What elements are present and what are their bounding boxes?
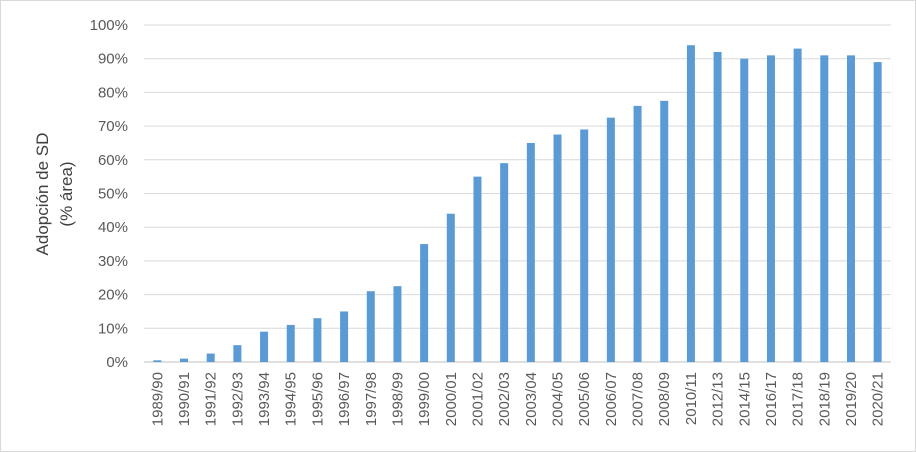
x-tick-label: 1995/96 bbox=[309, 372, 326, 426]
bar bbox=[180, 358, 189, 362]
x-tick-labels: 1989/90 1990/91 1991/92 1992/93 1993/94 1994/… bbox=[149, 372, 886, 426]
bar bbox=[366, 291, 375, 362]
bar bbox=[500, 163, 509, 362]
x-tick-label: 2000/01 bbox=[443, 372, 460, 426]
bar bbox=[873, 62, 882, 362]
x-tick-label: 2006/07 bbox=[603, 372, 620, 426]
gridlines bbox=[144, 24, 891, 363]
bar bbox=[660, 100, 669, 362]
x-tick-label: 2001/02 bbox=[469, 372, 486, 426]
bar bbox=[606, 117, 615, 362]
bar bbox=[740, 58, 749, 362]
x-tick-label: 2018/19 bbox=[816, 372, 833, 426]
x-tick-label: 1991/92 bbox=[203, 372, 220, 426]
bar bbox=[206, 353, 215, 362]
x-tick-label: 2017/18 bbox=[790, 372, 807, 426]
y-tick-label: 60% bbox=[98, 152, 128, 169]
y-tick-label: 90% bbox=[98, 51, 128, 68]
bar bbox=[393, 286, 402, 362]
bar bbox=[446, 213, 455, 362]
x-tick-label: 2010/11 bbox=[683, 372, 700, 425]
bar bbox=[153, 360, 162, 362]
bar bbox=[260, 331, 269, 362]
x-tick-label: 2003/04 bbox=[523, 372, 540, 426]
bar bbox=[553, 134, 562, 362]
x-tick-label: 2004/05 bbox=[550, 372, 567, 426]
bar bbox=[633, 105, 642, 362]
x-tick-label: 1996/97 bbox=[336, 372, 353, 426]
bar bbox=[820, 55, 829, 363]
y-tick-label: 50% bbox=[98, 186, 128, 203]
bar bbox=[286, 324, 295, 362]
x-tick-label: 1992/93 bbox=[229, 372, 246, 426]
y-tick-labels: 0% 10% 20% 30% 40% 50% 60% 70% 80% 90% 100% bbox=[90, 17, 128, 371]
x-tick-label: 1993/94 bbox=[256, 372, 273, 426]
bar bbox=[686, 45, 695, 362]
x-tick-label: 2019/20 bbox=[843, 372, 860, 426]
x-tick-label: 1989/90 bbox=[149, 372, 166, 426]
bars bbox=[153, 45, 882, 363]
y-tick-label: 0% bbox=[106, 354, 128, 371]
x-tick-label: 1998/99 bbox=[389, 372, 406, 426]
y-tick-label: 80% bbox=[98, 84, 128, 101]
y-axis-label-line-2: (% área) bbox=[57, 161, 76, 226]
y-axis-label-line-1: Adopción de SD bbox=[33, 133, 52, 256]
y-tick-label: 10% bbox=[98, 320, 128, 337]
x-tick-label: 2005/06 bbox=[576, 372, 593, 426]
y-tick-label: 40% bbox=[98, 219, 128, 236]
x-tick-label: 2020/21 bbox=[870, 372, 887, 426]
y-tick-label: 100% bbox=[90, 17, 128, 34]
bar bbox=[766, 55, 775, 363]
bar bbox=[713, 51, 722, 363]
x-tick-label: 1997/98 bbox=[363, 372, 380, 426]
bar bbox=[420, 244, 429, 362]
bar bbox=[846, 55, 855, 363]
x-tick-label: 2008/09 bbox=[656, 372, 673, 426]
bar bbox=[580, 129, 589, 362]
bar bbox=[340, 311, 349, 362]
x-tick-label: 2014/15 bbox=[736, 372, 753, 426]
y-tick-label: 70% bbox=[98, 118, 128, 135]
y-tick-label: 20% bbox=[98, 287, 128, 304]
bar bbox=[793, 48, 802, 363]
x-tick-label: 2007/08 bbox=[630, 372, 647, 426]
y-tick-label: 30% bbox=[98, 253, 128, 270]
x-tick-label: 1999/00 bbox=[416, 372, 433, 426]
x-tick-label: 2012/13 bbox=[710, 372, 727, 426]
x-tick-label: 2016/17 bbox=[763, 372, 780, 426]
bar bbox=[233, 345, 242, 362]
bar bbox=[526, 142, 535, 362]
x-tick-label: 2002/03 bbox=[496, 372, 513, 426]
x-tick-label: 1990/91 bbox=[176, 372, 193, 426]
x-tick-label: 1994/95 bbox=[283, 372, 300, 426]
bar bbox=[473, 176, 482, 362]
bar bbox=[313, 318, 322, 362]
